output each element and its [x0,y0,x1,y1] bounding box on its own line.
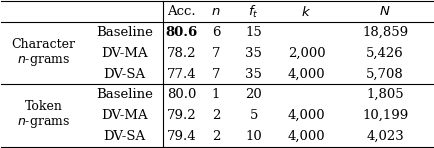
Text: 4,000: 4,000 [288,130,326,143]
Text: Token
$n$-grams: Token $n$-grams [17,100,70,131]
Text: $N$: $N$ [379,5,391,18]
Text: 35: 35 [245,47,262,60]
Text: 35: 35 [245,67,262,81]
Text: 2: 2 [212,130,220,143]
Text: 5: 5 [250,109,258,122]
Text: 6: 6 [212,26,220,39]
Text: 4,023: 4,023 [366,130,404,143]
Text: 2: 2 [212,109,220,122]
Text: Baseline: Baseline [96,88,153,101]
Text: DV-SA: DV-SA [103,130,145,143]
Text: 7: 7 [212,67,220,81]
Text: Character
$n$-grams: Character $n$-grams [11,38,76,68]
Text: Acc.: Acc. [167,5,196,18]
Text: 15: 15 [245,26,262,39]
Text: Baseline: Baseline [96,26,153,39]
Text: 4,000: 4,000 [288,67,326,81]
Text: DV-SA: DV-SA [103,67,145,81]
Text: DV-MA: DV-MA [101,47,148,60]
Text: 79.2: 79.2 [167,109,196,122]
Text: 10,199: 10,199 [362,109,408,122]
Text: 79.4: 79.4 [167,130,196,143]
Text: 10: 10 [245,130,262,143]
Text: 1,805: 1,805 [366,88,404,101]
Text: 4,000: 4,000 [288,109,326,122]
Text: 80.6: 80.6 [165,26,197,39]
Text: 2,000: 2,000 [288,47,326,60]
Text: 20: 20 [245,88,262,101]
Text: $k$: $k$ [302,5,312,19]
Text: DV-MA: DV-MA [101,109,148,122]
Text: 80.0: 80.0 [167,88,196,101]
Text: $f_t$: $f_t$ [248,4,259,20]
Text: 18,859: 18,859 [362,26,408,39]
Text: 78.2: 78.2 [167,47,196,60]
Text: 1: 1 [212,88,220,101]
Text: 77.4: 77.4 [167,67,196,81]
Text: 5,708: 5,708 [366,67,404,81]
Text: 7: 7 [212,47,220,60]
Text: $n$: $n$ [211,5,220,18]
Text: 5,426: 5,426 [366,47,404,60]
